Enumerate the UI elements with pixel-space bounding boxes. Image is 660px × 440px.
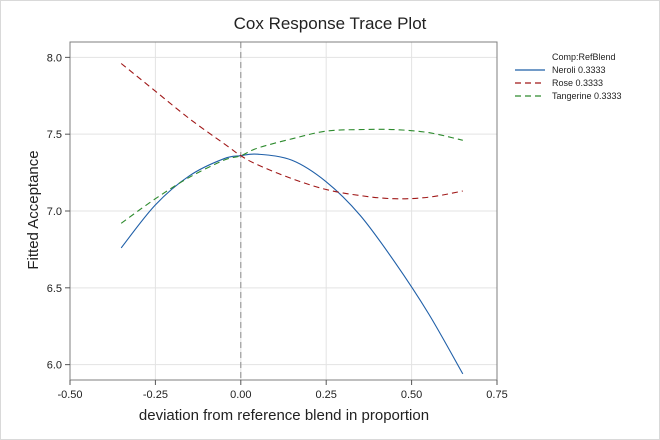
y-tick-label: 7.0 xyxy=(47,206,62,218)
y-tick-label: 6.0 xyxy=(47,360,62,372)
series-group xyxy=(120,63,464,375)
y-tick-label: 7.5 xyxy=(47,129,62,141)
legend: Comp:RefBlend Neroli 0.3333 Rose 0.3333 Ta… xyxy=(515,52,622,101)
x-axis-label: deviation from reference blend in propor… xyxy=(139,407,429,424)
chart-title: Cox Response Trace Plot xyxy=(234,14,427,33)
x-tick-label: 0.00 xyxy=(230,389,251,401)
series-line-tangerine xyxy=(120,128,463,224)
y-tick-label: 6.5 xyxy=(47,283,62,295)
legend-label-neroli: Neroli 0.3333 xyxy=(552,65,606,75)
x-tick-label: 0.25 xyxy=(315,389,336,401)
legend-label-tangerine: Tangerine 0.3333 xyxy=(552,91,622,101)
y-axis-label: Fitted Acceptance xyxy=(25,150,42,269)
x-tick-label: 0.75 xyxy=(486,389,507,401)
series-line-neroli xyxy=(120,153,464,375)
series-line-rose xyxy=(120,63,463,200)
x-axis: -0.50 -0.25 0.00 0.25 0.50 0.75 xyxy=(57,380,508,401)
legend-label-rose: Rose 0.3333 xyxy=(552,78,603,88)
grid xyxy=(69,42,498,380)
y-tick-label: 8.0 xyxy=(47,52,62,64)
y-axis: 6.0 6.5 7.0 7.5 8.0 xyxy=(47,52,70,372)
x-tick-label: 0.50 xyxy=(401,389,422,401)
x-tick-label: -0.25 xyxy=(143,389,168,401)
legend-title: Comp:RefBlend xyxy=(552,52,616,62)
x-tick-label: -0.50 xyxy=(57,389,82,401)
